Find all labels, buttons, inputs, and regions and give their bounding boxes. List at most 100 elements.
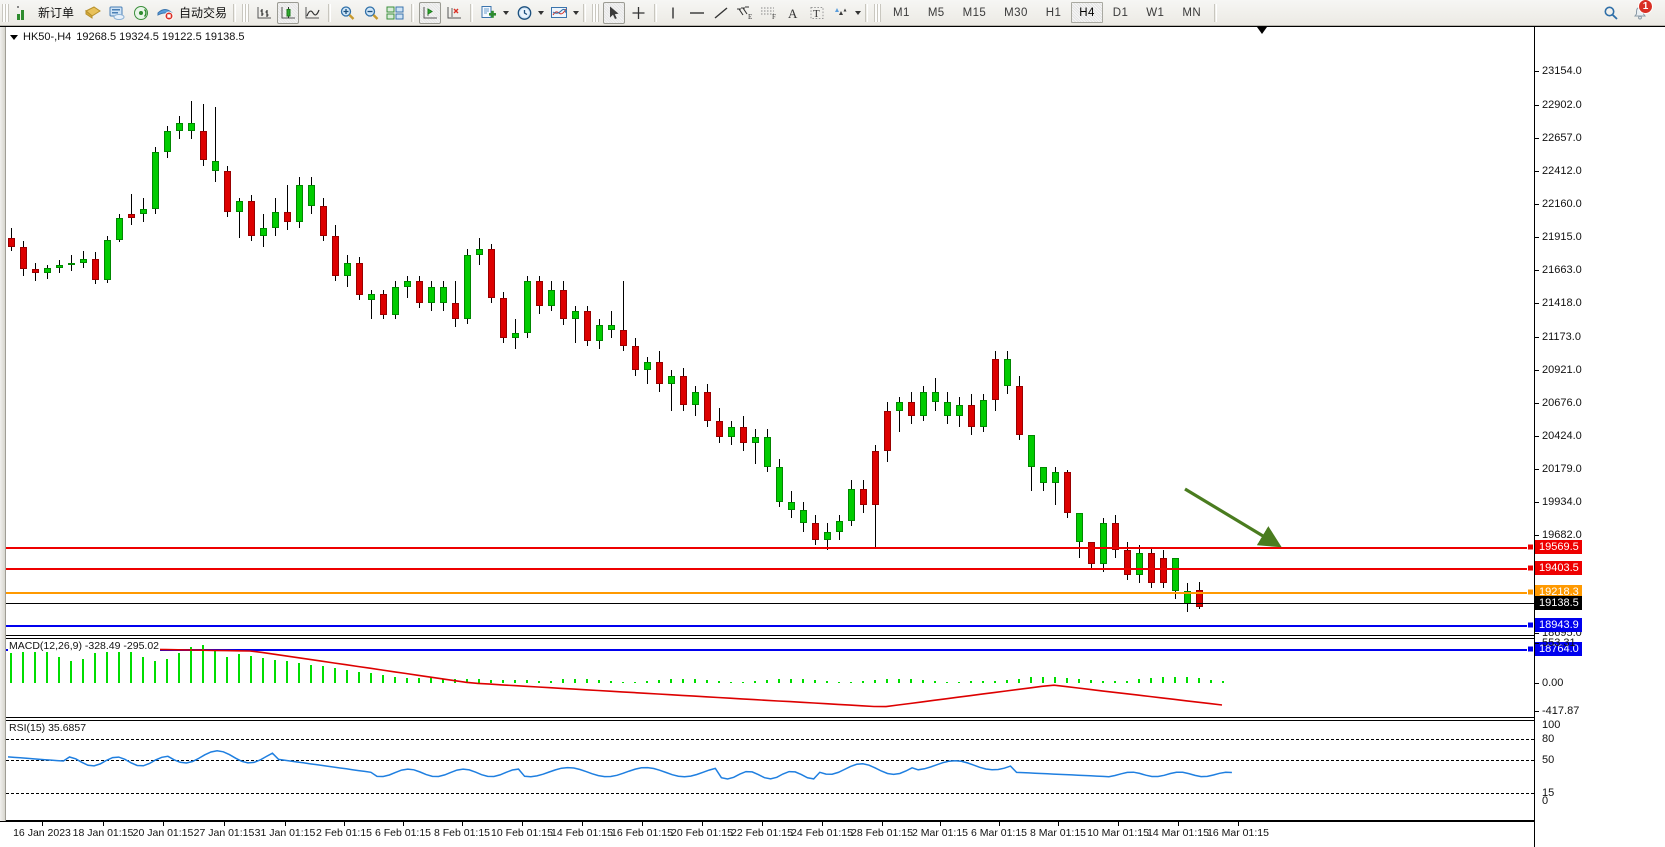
indicator-icon[interactable] [548, 2, 570, 24]
time-axis-label: 14 Feb 01:15 [551, 827, 613, 839]
new-order-label[interactable]: 新订单 [38, 6, 75, 20]
price-tag-entry-line[interactable]: 19218.3 [1527, 585, 1582, 599]
price-axis-label: 21173.0 [1542, 331, 1581, 343]
notification-bell-icon[interactable]: 1 [1629, 0, 1653, 24]
grid-icon[interactable] [419, 1, 442, 24]
timeframe-mn[interactable]: MN [1182, 6, 1202, 19]
macd-histogram-bar [334, 668, 336, 683]
toolbar-separator-6 [654, 3, 658, 22]
chart-left-rail[interactable] [0, 27, 6, 847]
price-tag-resistance-line[interactable]: 19569.5 [1527, 540, 1582, 554]
candle-down [908, 402, 915, 416]
elliott-wave-icon[interactable]: E [734, 2, 756, 24]
indicator-caret-icon[interactable] [573, 10, 580, 15]
price-tag-resistance-line[interactable]: 19403.5 [1527, 561, 1582, 575]
candle-up [548, 289, 555, 306]
price-tag-handle[interactable] [1527, 645, 1534, 653]
zoom-out-icon[interactable] [360, 2, 382, 24]
price-axis[interactable]: 23154.0 22902.0 22657.0 22412.0 22160.0 21915… [1527, 27, 1665, 847]
timeframe-m5[interactable]: M5 [927, 6, 945, 19]
price-tag-handle[interactable] [1527, 588, 1534, 596]
downtrend-arrow [1184, 487, 1282, 548]
resistance-line[interactable] [6, 568, 1534, 570]
price-axis-tick [1535, 403, 1539, 404]
toolbar-grip-3[interactable] [592, 3, 600, 22]
candle-up [1136, 553, 1143, 575]
time-axis-tick [522, 822, 523, 826]
new-order-button[interactable] [13, 2, 35, 24]
candle-down [224, 171, 231, 212]
time-axis[interactable]: 16 Jan 2023 18 Jan 01:15 20 Jan 01:15 27 Ja… [0, 821, 1534, 847]
chart-header: HK50-,H4 19268.5 19324.5 19122.5 19138.5 [8, 31, 247, 43]
candle-wick [71, 254, 72, 271]
entry-line[interactable] [6, 592, 1534, 594]
auto-trade-label[interactable]: 自动交易 [179, 6, 228, 20]
current-price-line[interactable] [6, 603, 1534, 604]
period-icon[interactable] [513, 2, 535, 24]
price-tag-support-line[interactable]: 18764.0 [1527, 642, 1582, 656]
vertical-line-icon[interactable] [662, 2, 684, 24]
chart-canvas[interactable]: MACD(12,26,9) -328.49 -295.02 RSI(15) 35… [0, 27, 1534, 847]
candle-up [608, 324, 615, 330]
terminal-icon[interactable] [106, 2, 128, 24]
price-tag-handle[interactable] [1527, 564, 1534, 572]
text-icon[interactable]: A [782, 2, 804, 24]
toolbar-grip-4[interactable] [874, 3, 882, 22]
timeframe-h1[interactable]: H1 [1045, 6, 1062, 19]
chart-menu-caret-icon[interactable] [10, 34, 18, 40]
macd-histogram-bar [574, 678, 576, 683]
tile-windows-icon[interactable] [384, 2, 406, 24]
support-line[interactable] [6, 625, 1534, 627]
candlestick-chart-icon[interactable] [277, 1, 300, 24]
toolbar-grip-1[interactable] [2, 3, 9, 22]
macd-histogram-bar [274, 659, 276, 683]
candle-down [452, 303, 459, 320]
price-axis-tick [1535, 71, 1539, 72]
candle-down [716, 421, 723, 438]
new-template-caret-icon[interactable] [503, 10, 510, 15]
price-axis-label: 20179.0 [1542, 463, 1582, 475]
timeframe-d1[interactable]: D1 [1112, 6, 1129, 19]
period-caret-icon[interactable] [538, 10, 545, 15]
data-window-icon[interactable] [443, 2, 465, 24]
price-tag-handle[interactable] [1527, 543, 1534, 551]
fibonacci-icon[interactable]: F [758, 2, 780, 24]
macd-histogram-bar [1162, 676, 1164, 683]
candle-up [188, 122, 195, 131]
zoom-in-icon[interactable] [336, 2, 358, 24]
new-template-icon[interactable] [478, 2, 500, 24]
objects-icon[interactable] [830, 2, 852, 24]
time-axis-tick [224, 822, 225, 826]
toolbar-grip-2[interactable] [242, 3, 250, 22]
toolbar-separator-4 [470, 3, 474, 22]
profile-icon[interactable] [82, 2, 104, 24]
resistance-line[interactable] [6, 547, 1534, 549]
crosshair-icon[interactable] [627, 2, 649, 24]
timeframe-w1[interactable]: W1 [1146, 6, 1165, 19]
line-chart-icon[interactable] [301, 2, 323, 24]
chart-window[interactable]: HK50-,H4 19268.5 19324.5 19122.5 19138.5… [0, 26, 1665, 847]
macd-pane-top-border [6, 638, 1534, 639]
auto-trade-icon[interactable] [154, 2, 176, 24]
bar-chart-icon[interactable] [253, 2, 275, 24]
macd-histogram-bar [298, 662, 300, 683]
cursor-icon[interactable] [603, 1, 626, 24]
trendline-icon[interactable] [710, 2, 732, 24]
timeframe-m15[interactable]: M15 [962, 6, 987, 19]
price-tag-support-line[interactable]: 18943.9 [1527, 618, 1582, 632]
candle-wick [755, 429, 756, 465]
timeframe-h4[interactable]: H4 [1071, 2, 1103, 23]
price-tag-handle[interactable] [1527, 621, 1534, 629]
price-tag-current-price-line[interactable]: 19138.5 [1535, 596, 1582, 610]
toolbar-separator-3 [411, 3, 415, 22]
search-icon[interactable] [1600, 2, 1622, 24]
text-label-icon[interactable]: T [806, 2, 828, 24]
support-line[interactable] [6, 649, 1534, 651]
timeframe-m30[interactable]: M30 [1004, 6, 1028, 19]
timeframe-m1[interactable]: M1 [893, 6, 910, 19]
signals-icon[interactable] [130, 2, 152, 24]
candle-up [800, 510, 807, 524]
horizontal-line-icon[interactable] [686, 2, 708, 24]
candle-down [1112, 523, 1119, 551]
objects-caret-icon[interactable] [855, 10, 862, 15]
